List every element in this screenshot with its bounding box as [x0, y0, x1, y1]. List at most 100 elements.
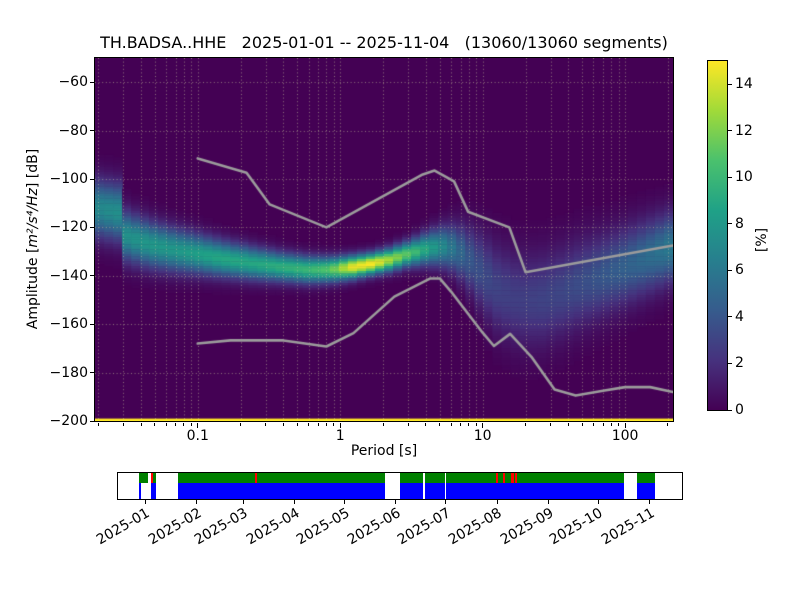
availability-segment [178, 473, 386, 483]
x-minor-tick-mark [450, 423, 452, 426]
availability-segment [445, 483, 625, 499]
date-tick-mark [242, 500, 244, 504]
y-tick-label: −100 [49, 171, 88, 187]
x-minor-tick-mark [165, 423, 167, 426]
x-axis-label: Period [s] [350, 443, 418, 459]
date-tick-label: 2025-05 [293, 505, 352, 549]
y-tick-label: −200 [49, 413, 88, 429]
colorbar-tick-mark [728, 362, 732, 364]
colorbar-tick-label: 14 [735, 76, 753, 93]
colorbar-tick-label: 8 [735, 215, 744, 232]
x-minor-tick-mark [425, 423, 427, 426]
availability-segment [636, 483, 655, 499]
x-minor-tick-mark [592, 423, 594, 426]
x-tick-mark [339, 423, 341, 428]
colorbar-tick-label: 12 [735, 122, 753, 139]
x-minor-tick-mark [175, 423, 177, 426]
x-minor-tick-mark [333, 423, 335, 426]
y-tick-label: −180 [49, 364, 88, 381]
y-tick-mark [90, 275, 94, 277]
x-minor-tick-mark [325, 423, 327, 426]
x-minor-tick-mark [581, 423, 583, 426]
psd-plot-area [94, 57, 674, 422]
y-tick-label: −60 [58, 74, 88, 91]
availability-segment [178, 483, 386, 499]
x-tick-label: 1 [335, 428, 345, 444]
colorbar-tick-label: 10 [735, 169, 753, 186]
colorbar-tick-mark [728, 176, 732, 178]
date-tick-label: 2025-10 [547, 505, 606, 549]
colorbar-tick-label: 6 [735, 262, 744, 279]
availability-segment [152, 473, 157, 483]
x-tick-mark [482, 423, 484, 428]
availability-issue-mark [514, 473, 517, 483]
date-tick-mark [445, 500, 447, 504]
x-tick-label: 0.1 [186, 428, 209, 444]
y-tick-mark [90, 420, 94, 422]
y-tick-label: −120 [49, 219, 88, 236]
date-tick-label: 2025-08 [445, 505, 505, 549]
psd-heatmap-canvas [95, 58, 673, 421]
x-minor-tick-mark [567, 423, 569, 426]
date-tick-mark [548, 500, 549, 504]
y-tick-label: −80 [58, 122, 88, 139]
x-minor-tick-mark [602, 423, 604, 426]
y-tick-label: −140 [49, 267, 88, 284]
y-tick-mark [90, 323, 94, 325]
date-tick-label: 2025-04 [243, 505, 303, 549]
date-tick-label: 2025-06 [344, 505, 404, 549]
x-minor-tick-mark [468, 423, 470, 426]
x-minor-tick-mark [460, 423, 462, 426]
availability-segment [400, 473, 423, 483]
x-minor-tick-mark [439, 423, 441, 426]
x-minor-tick-mark [475, 423, 477, 426]
colorbar-tick-label: 4 [735, 308, 744, 325]
plot-title: TH.BADSA..HHE 2025-01-01 -- 2025-11-04 (… [100, 33, 668, 52]
x-minor-tick-mark [525, 423, 526, 426]
x-minor-tick-mark [183, 423, 185, 426]
x-minor-tick-mark [407, 423, 409, 426]
availability-segment [424, 483, 445, 499]
availability-issue-mark [510, 473, 514, 483]
date-tick-mark [496, 500, 498, 504]
date-tick-label: 2025-11 [598, 505, 658, 549]
availability-segment [636, 473, 655, 483]
date-tick-label: 2025-07 [394, 505, 454, 549]
date-tick-mark [395, 500, 397, 504]
colorbar-tick-mark [728, 83, 732, 85]
x-minor-tick-mark [140, 423, 142, 426]
availability-segment [152, 483, 157, 499]
colorbar-tick-mark [728, 130, 732, 132]
x-tick-label: 100 [611, 428, 639, 444]
colorbar-tick-mark [728, 409, 732, 411]
availability-segment [138, 483, 141, 499]
x-minor-tick-mark [317, 423, 319, 426]
y-tick-mark [90, 81, 94, 83]
x-minor-tick-mark [282, 423, 284, 426]
date-tick-mark [294, 500, 296, 504]
y-tick-mark [90, 226, 94, 228]
colorbar-tick-mark [728, 269, 732, 271]
availability-segment [445, 473, 625, 483]
x-minor-tick-mark [667, 423, 669, 426]
availability-segment [138, 473, 148, 483]
x-minor-tick-mark [296, 423, 298, 426]
date-tick-label: 2025-01 [94, 505, 153, 549]
y-tick-label: −160 [49, 316, 88, 333]
availability-issue-mark [502, 473, 505, 483]
date-tick-mark [144, 500, 146, 504]
x-minor-tick-mark [382, 423, 384, 426]
availability-bar [117, 472, 683, 500]
colorbar-tick-mark [728, 223, 732, 225]
x-tick-mark [197, 423, 199, 428]
availability-segment [150, 483, 153, 499]
colorbar [707, 60, 728, 411]
availability-issue-mark [254, 473, 257, 483]
x-tick-label: 10 [473, 428, 492, 444]
availability-segment [150, 473, 153, 483]
availability-segment [424, 473, 445, 483]
availability-segment [400, 483, 423, 499]
y-tick-mark [90, 372, 94, 374]
x-minor-tick-mark [308, 423, 310, 426]
